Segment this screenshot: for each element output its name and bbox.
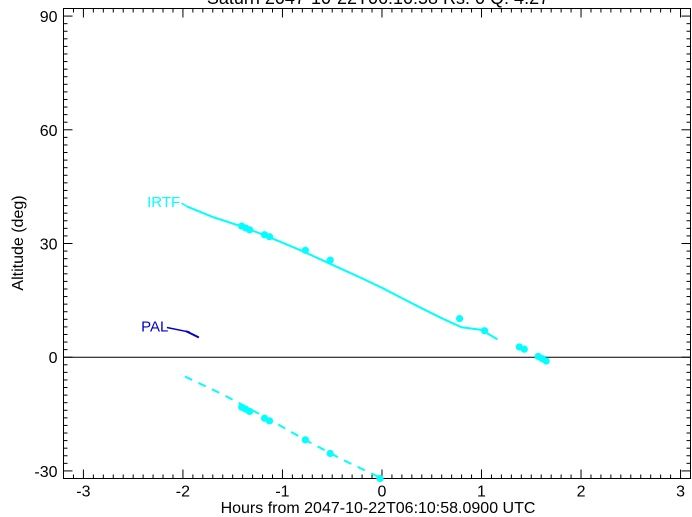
data-point <box>480 327 489 335</box>
data-point <box>246 226 254 234</box>
y-tick-label: 60 <box>40 123 58 140</box>
series-irtf <box>186 205 550 365</box>
data-point <box>301 436 309 444</box>
x-axis-label: Hours from 2047-10-22T06:10:58.0900 UTC <box>221 500 536 517</box>
data-point <box>246 407 254 416</box>
data-point <box>376 474 384 483</box>
label-leader <box>181 202 188 208</box>
data-point <box>326 256 334 264</box>
x-tick-label: 0 <box>378 484 387 501</box>
x-tick-label: -1 <box>275 484 289 501</box>
axis-ticks: -3 -2 -1 0 1 2 3 -30 0 30 60 90 <box>34 8 691 501</box>
label-irtf: IRTF <box>147 194 188 211</box>
x-tick-label: 1 <box>477 484 486 501</box>
x-tick-label: -2 <box>176 484 190 501</box>
y-axis-label: Altitude (deg) <box>10 195 27 290</box>
y-tick-label: 0 <box>49 350 58 367</box>
label-pal: PAL <box>141 319 191 336</box>
data-point <box>456 314 464 323</box>
data-point <box>542 357 550 365</box>
series-label-text: PAL <box>141 319 168 336</box>
series-dashed-2 <box>184 375 384 483</box>
data-point <box>326 449 334 458</box>
series-line <box>186 205 498 341</box>
x-tick-label: -3 <box>76 484 90 501</box>
y-tick-label: 90 <box>40 9 58 26</box>
x-tick-label: 3 <box>676 484 685 501</box>
plot-frame <box>63 8 691 479</box>
series-label-text: IRTF <box>147 194 180 211</box>
y-tick-label: 30 <box>40 237 58 254</box>
series-layer: IRTF PAL <box>141 194 550 483</box>
y-tick-label: -30 <box>34 464 57 481</box>
data-point <box>265 233 274 241</box>
data-point <box>520 345 528 353</box>
series-line <box>184 375 383 480</box>
data-point <box>265 417 274 425</box>
x-tick-label: 2 <box>577 484 586 501</box>
data-point <box>301 246 309 254</box>
label-leader <box>166 326 191 333</box>
chart-title: Saturn 2047-10-22T06:10:58 Rs: 0 Q: 4.27 <box>207 0 549 8</box>
